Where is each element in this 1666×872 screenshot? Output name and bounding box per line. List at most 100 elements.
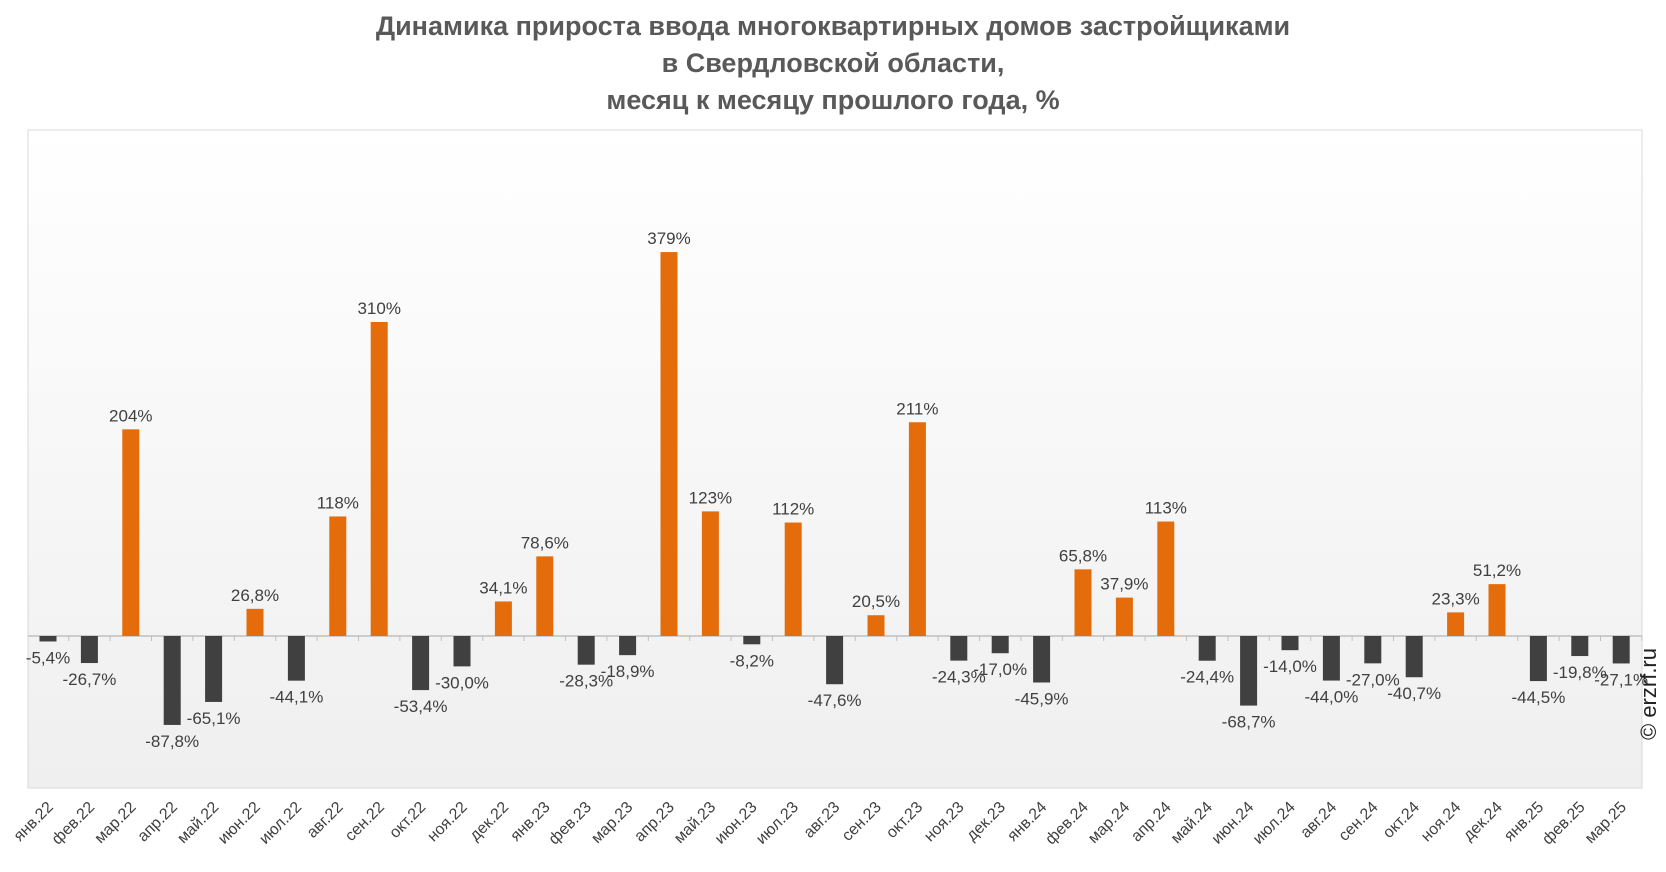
data-label: 113% [1145,499,1187,518]
data-label: -65,1% [187,709,241,728]
data-label: 112% [772,500,814,519]
data-label: -17,0% [973,660,1027,679]
data-label: 20,5% [852,592,900,611]
x-tick-label: мар.24 [1085,799,1133,847]
bar [1571,636,1589,657]
data-label: 78,6% [521,533,569,552]
x-tick-label: ноя.23 [921,799,967,845]
data-label: 118% [317,493,359,512]
bar [867,615,885,636]
data-label: -87,8% [145,732,199,751]
data-label: 26,8% [231,586,279,605]
bar [577,636,595,665]
title-line-2: в Свердловской области, [661,48,1005,78]
data-label: -8,2% [730,651,774,670]
x-tick-label: окт.22 [386,799,429,842]
x-tick-label: авг.24 [1297,799,1340,842]
x-tick-label: сен.22 [342,799,388,845]
x-tick-label: июн.22 [215,799,264,848]
bar [494,601,512,636]
bar [1033,636,1051,683]
x-tick-label: мар.23 [588,799,636,847]
data-label: -44,5% [1511,688,1565,707]
data-label: -14,0% [1263,657,1317,676]
data-label: 37,9% [1100,575,1148,594]
data-label: 23,3% [1431,589,1479,608]
bar [1322,636,1340,681]
data-label: -27,1% [1594,670,1648,689]
bar [122,429,140,636]
bar [908,422,926,636]
x-tick-label: авг.23 [801,799,844,842]
data-label: -44,0% [1304,688,1358,707]
x-tick-label: авг.22 [304,799,347,842]
data-label: -26,7% [62,670,116,689]
x-tick-label: июн.24 [1209,799,1258,848]
bar [1612,636,1630,664]
bar [80,636,98,664]
data-label: 34,1% [479,578,527,597]
bar [1198,636,1216,661]
bar [205,636,223,702]
data-label: -53,4% [394,697,448,716]
x-tick-label: май.24 [1168,799,1216,847]
x-tick-label: июл.24 [1250,799,1299,848]
bar [660,252,678,636]
x-tick-label: май.22 [174,799,222,847]
bar [453,636,471,667]
x-tick-label: мар.25 [1582,799,1630,847]
bar [950,636,968,661]
bar [1529,636,1547,682]
data-label: -18,9% [601,662,655,681]
data-label: -27,0% [1346,670,1400,689]
x-tick-label: июл.22 [256,799,305,848]
x-tick-label: июн.23 [712,799,761,848]
bar [1074,569,1092,636]
bar [1364,636,1382,664]
data-label: -45,9% [1015,689,1069,708]
x-tick-label: июл.23 [753,799,802,848]
x-tick-label: сен.23 [839,799,885,845]
title-line-1: Динамика прироста ввода многоквартирных … [375,11,1291,41]
title-line-3: месяц к месяцу прошлого года, % [606,85,1060,115]
bar [1115,597,1133,636]
bar [784,522,802,636]
x-tick-label: ноя.22 [424,799,470,845]
data-label: 51,2% [1473,561,1521,580]
data-label: -24,4% [1180,668,1234,687]
x-tick-label: мар.22 [92,799,140,847]
bar [536,556,554,636]
bar [1240,636,1258,706]
bar [329,516,347,636]
data-label: 310% [357,299,400,318]
x-tick-label: апр.23 [631,799,678,846]
data-label: -44,1% [269,688,323,707]
chart-title: Динамика прироста ввода многоквартирных … [0,8,1666,119]
bar [701,511,719,636]
x-tick-label: сен.24 [1336,799,1382,845]
bar [619,636,637,656]
x-tick-label: дек.22 [467,799,513,845]
data-label: 123% [689,488,732,507]
x-tick-label: дек.24 [1460,799,1506,845]
bar [1281,636,1299,651]
bar [370,321,388,636]
data-label: -47,6% [808,691,862,710]
data-label: -24,3% [932,668,986,687]
data-label: 65,8% [1059,546,1107,565]
bar [287,636,305,681]
watermark: © erzrf.ru [1636,648,1661,740]
data-label: 204% [109,406,152,425]
data-label: 379% [647,229,690,248]
data-label: 211% [896,399,938,418]
bar [1405,636,1423,678]
data-label: -68,7% [1222,713,1276,732]
bar [246,608,264,636]
data-label: -40,7% [1387,684,1441,703]
bar [1488,584,1506,636]
x-tick-label: фев.24 [1042,799,1091,848]
x-tick-label: фев.22 [49,799,98,848]
x-tick-label: май.23 [671,799,719,847]
x-tick-label: апр.22 [135,799,182,846]
